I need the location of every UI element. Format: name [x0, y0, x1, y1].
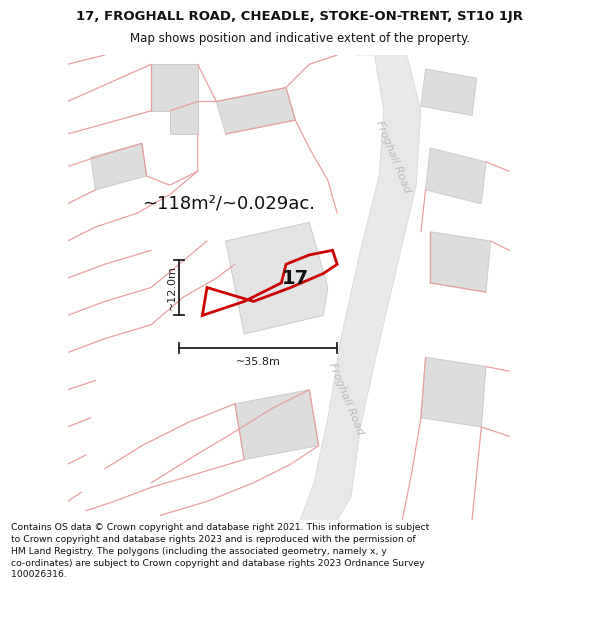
Text: 17, FROGHALL ROAD, CHEADLE, STOKE-ON-TRENT, ST10 1JR: 17, FROGHALL ROAD, CHEADLE, STOKE-ON-TRE… [77, 10, 523, 23]
Polygon shape [217, 88, 295, 134]
Polygon shape [151, 64, 198, 134]
Text: Contains OS data © Crown copyright and database right 2021. This information is : Contains OS data © Crown copyright and d… [11, 523, 429, 579]
Polygon shape [300, 55, 421, 520]
Text: ~12.0m: ~12.0m [167, 265, 177, 310]
Polygon shape [91, 143, 146, 190]
Polygon shape [430, 232, 491, 292]
Text: ~35.8m: ~35.8m [236, 357, 281, 367]
Polygon shape [235, 390, 319, 459]
Polygon shape [425, 148, 486, 204]
Polygon shape [421, 357, 486, 427]
Text: ~118m²/~0.029ac.: ~118m²/~0.029ac. [142, 194, 315, 213]
Text: 17: 17 [282, 269, 309, 288]
Text: Map shows position and indicative extent of the property.: Map shows position and indicative extent… [130, 32, 470, 45]
Polygon shape [226, 222, 328, 334]
Text: Froghall Road: Froghall Road [374, 120, 412, 195]
Text: Froghall Road: Froghall Road [328, 361, 365, 437]
Polygon shape [421, 69, 477, 116]
